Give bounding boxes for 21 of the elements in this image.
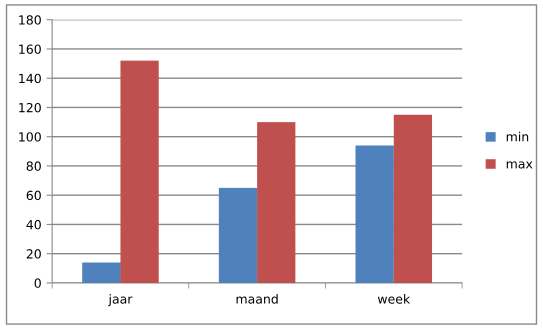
x-tick-label: week <box>378 294 410 304</box>
legend-label: min <box>506 132 528 142</box>
legend-label: max <box>506 161 532 169</box>
x-tick-label: jaar <box>108 294 132 306</box>
y-tick-label: 40 <box>26 220 41 230</box>
y-tick-label: 80 <box>26 161 41 171</box>
y-tick-label: 160 <box>19 44 41 54</box>
y-tick-label: 60 <box>26 190 41 200</box>
y-tick-label: 140 <box>19 74 41 84</box>
bar <box>356 145 394 283</box>
y-tick-label: 20 <box>26 249 41 259</box>
bar <box>257 122 296 283</box>
y-tick-label: 120 <box>19 102 41 112</box>
x-tick-label: maand <box>236 294 278 304</box>
y-tick-label: 0 <box>34 278 41 288</box>
bar <box>120 60 159 283</box>
bar <box>82 262 120 283</box>
y-tick-label: 180 <box>19 15 41 25</box>
y-tick-label: 100 <box>19 132 41 142</box>
bar <box>218 188 258 283</box>
bar <box>394 114 432 283</box>
